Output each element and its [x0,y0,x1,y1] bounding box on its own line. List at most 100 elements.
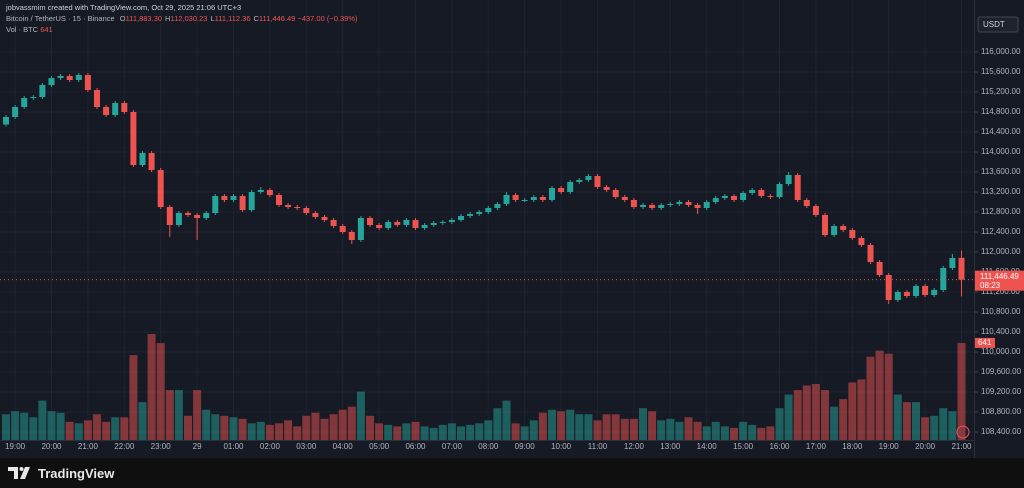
volume-bar [484,420,493,440]
volume-bar [648,411,657,440]
background [0,0,1024,458]
candle-body [849,230,856,238]
volume-bar [83,420,92,440]
volume-bar [711,421,720,440]
volume-bar [329,414,338,440]
candle-body [312,213,319,217]
volume-bar [693,421,702,440]
y-tick-label: 114,000.00 [981,147,1021,156]
volume-bar [65,421,74,440]
y-tick-label: 112,000.00 [981,247,1021,256]
volume-bar [265,424,274,440]
volume-bar [275,423,283,440]
volume-bar [284,420,293,440]
volume-bar [129,355,138,440]
candle-body [357,218,364,240]
volume-bar [347,406,356,440]
candle-body [321,217,328,220]
candle-body [503,195,510,204]
ohlc-key: L [210,14,215,23]
candle-body [157,170,164,207]
ohlc-value: 111,112.36 [214,14,251,23]
candle-body [376,225,383,228]
candle-body [385,222,392,228]
x-tick-label: 21:00 [78,442,99,451]
volume-bar [902,402,911,440]
y-tick-label: 110,800.00 [981,307,1021,316]
candle-body [740,193,747,200]
candle-body [266,190,273,195]
volume-bar [393,426,402,440]
volume-bar [757,427,766,440]
currency: USDT [983,20,1005,29]
candle-body [75,75,82,80]
volume-bar [102,421,111,440]
candle-body [630,200,637,207]
volume-bar [875,350,884,440]
candle-body [903,292,910,296]
candle-body [285,205,292,207]
y-tick-label: 114,400.00 [981,127,1021,136]
volume-bar [466,424,475,440]
volume-bar [2,414,10,440]
candle-body [348,232,355,240]
x-tick-label: 02:00 [260,442,281,451]
volume-bar [38,400,47,440]
volume-bar [202,409,211,440]
candle-body [558,188,565,192]
volume-bar [384,424,393,440]
candle-body [894,292,901,300]
candle-body [66,76,73,80]
y-tick-label: 112,800.00 [981,207,1021,216]
x-tick-label: 10:00 [551,442,572,451]
volume-bar [548,409,556,440]
candle-body [776,184,783,197]
candle-body [594,176,601,187]
volume-bar [502,400,511,440]
y-tick-label: 113,200.00 [981,187,1021,196]
x-tick-label: 01:00 [223,442,244,451]
candle-body [931,290,938,295]
x-tick-label: 20:00 [915,442,936,451]
candle-body [576,180,583,182]
candle-body [949,258,956,268]
volume-bar [511,423,520,440]
candle-body [212,196,219,213]
candle-body [922,286,929,295]
candle-body [166,207,173,225]
volume-bar [775,408,784,440]
volume-bar [193,390,202,440]
currency-box[interactable] [977,16,1019,33]
volume-bar [957,342,966,440]
y-tick-label: 115,600.00 [981,67,1021,76]
candle-body [958,257,965,280]
x-tick-label: 12:00 [624,442,645,451]
candle-body [494,204,501,208]
candle-body [185,213,191,215]
candle-body [794,175,801,200]
candle-body [458,216,464,220]
x-tick-label: 29 [193,442,202,451]
candle-body [749,190,756,193]
y-tick-label: 116,000.00 [981,47,1021,56]
x-tick-label: 21:00 [951,442,972,451]
volume-bar [20,412,29,440]
volume-bar [566,409,575,440]
candle-body [48,78,55,85]
volume-bar [311,412,320,440]
x-tick-label: 05:00 [369,442,390,451]
candle-body [767,196,774,197]
candle-body [339,226,346,232]
y-tick-label: 109,600.00 [981,367,1022,376]
volume-bar [766,426,775,440]
candle-body [840,226,847,230]
candle-body [57,76,64,78]
candle-body [230,196,237,200]
x-tick-label: 09:00 [515,442,536,451]
candle-body [549,188,555,200]
volume-bar [620,418,629,440]
x-tick-label: 19:00 [5,442,26,451]
volume-bar [356,391,365,440]
volume-bar [575,414,584,440]
